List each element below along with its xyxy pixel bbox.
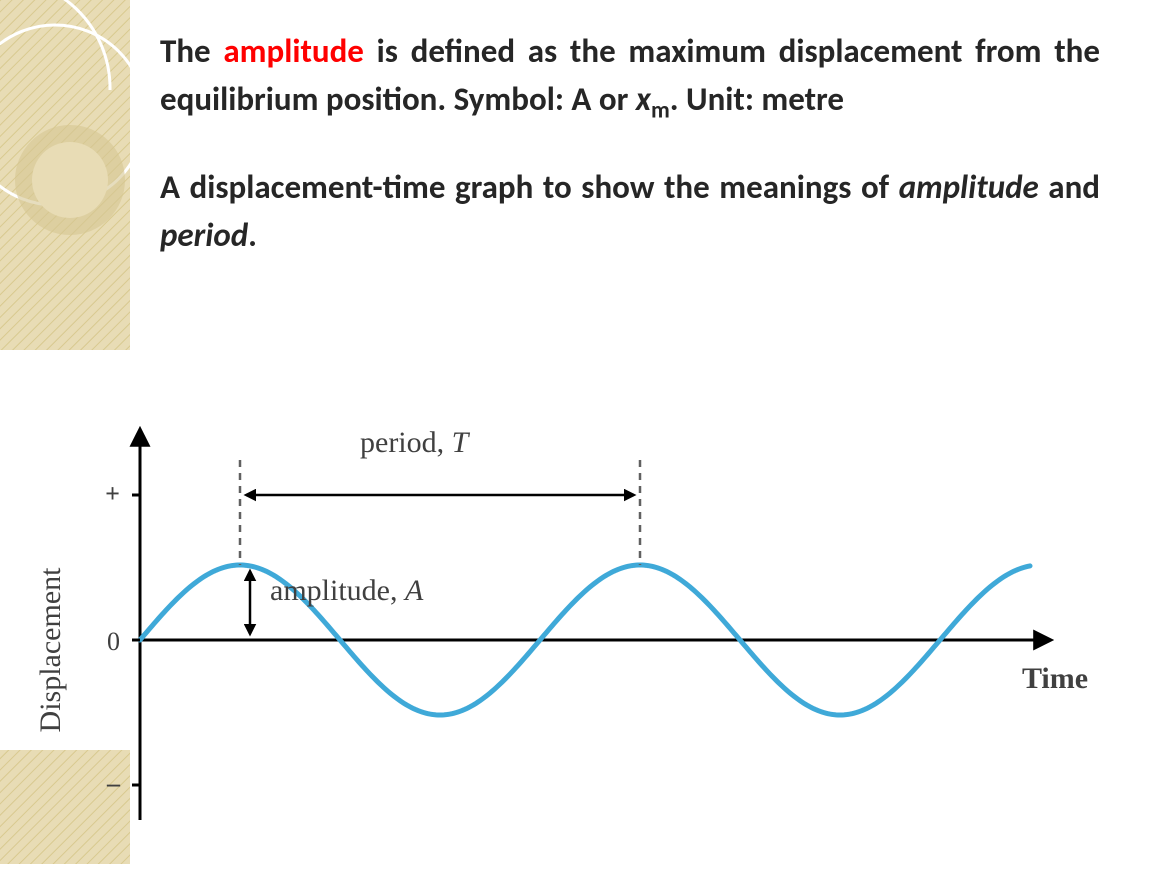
symbol-x: x: [636, 79, 651, 119]
svg-text:period, T: period, T: [360, 426, 471, 459]
em-amplitude: amplitude: [899, 167, 1039, 207]
graph-intro-paragraph: A displacement-time graph to show the me…: [160, 164, 1100, 260]
svg-text:0: 0: [107, 627, 120, 656]
highlight-amplitude: amplitude: [223, 31, 364, 71]
svg-text:Time: Time: [1022, 662, 1088, 695]
em-period: period: [160, 215, 248, 255]
svg-text:–: –: [106, 769, 121, 798]
svg-text:Displacement: Displacement: [34, 567, 67, 733]
text: . Unit: metre: [670, 79, 844, 119]
text: A displacement-time graph to show the me…: [160, 167, 899, 207]
text: and: [1039, 167, 1100, 207]
svg-text:+: +: [105, 479, 120, 508]
definition-paragraph: The amplitude is defined as the maximum …: [160, 28, 1100, 128]
text: The: [160, 31, 223, 71]
displacement-time-graph: 0 + – period, T amplitude, A Displacement Time: [20, 390, 1130, 850]
slide-text-content: The amplitude is defined as the maximum …: [160, 28, 1100, 296]
svg-text:amplitude, A: amplitude, A: [270, 574, 424, 607]
text: .: [248, 215, 257, 255]
subscript-m: m: [651, 96, 670, 124]
